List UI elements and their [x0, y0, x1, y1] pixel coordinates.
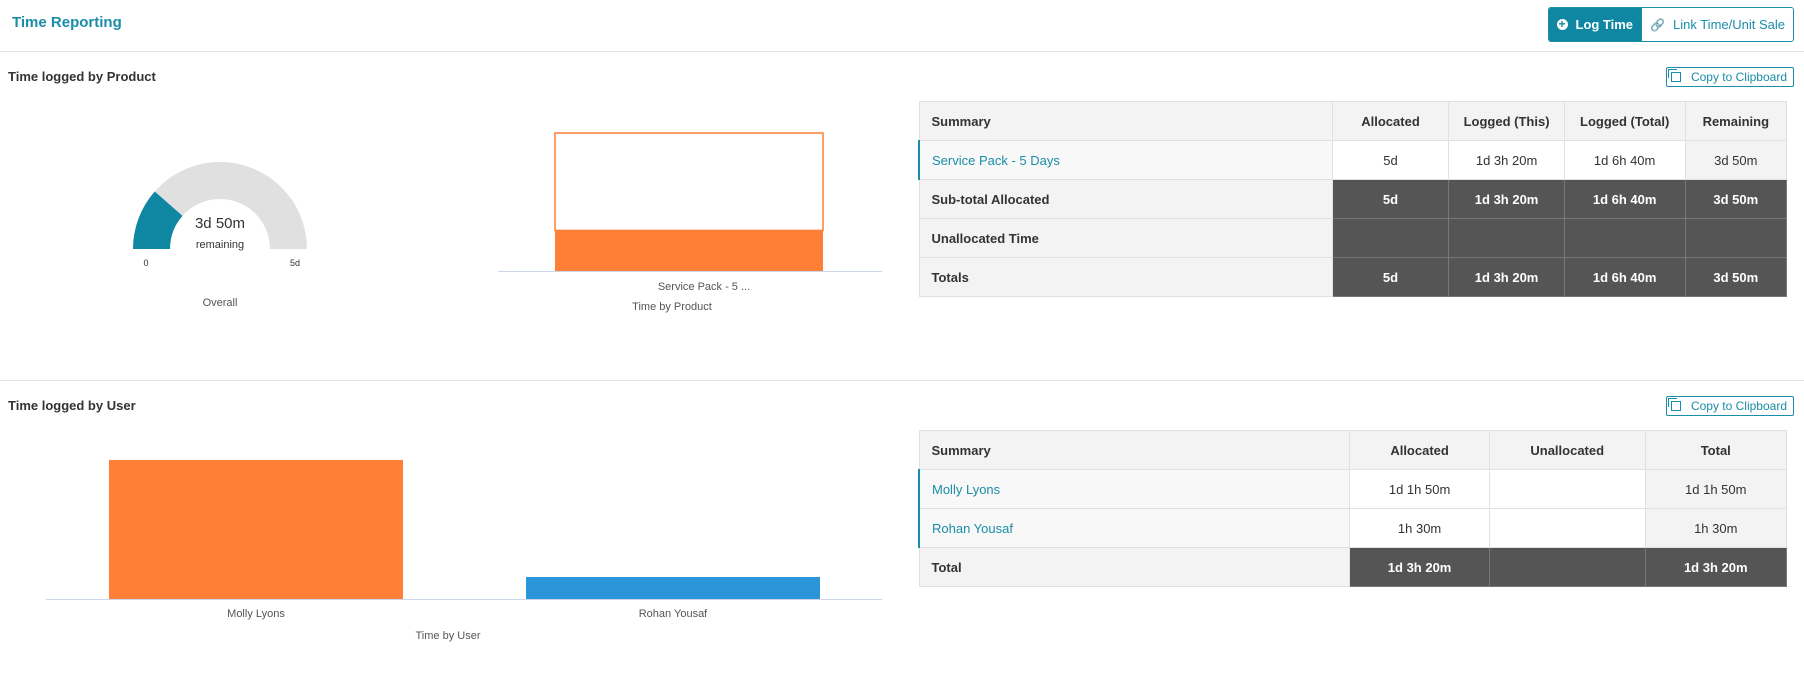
gauge-subtext: remaining — [196, 239, 244, 251]
section-divider — [0, 380, 1804, 381]
total-unallocated — [1488, 547, 1646, 587]
link-time-button[interactable]: 🔗 Link Time/Unit Sale — [1641, 8, 1793, 41]
total-total: 1d 3h 20m — [1644, 547, 1788, 587]
cell-allocated: 5d — [1331, 140, 1450, 180]
product-summary-table: Summary Allocated Logged (This) Logged (… — [917, 101, 1788, 297]
gauge-caption: Overall — [202, 297, 238, 309]
link-time-label: Link Time/Unit Sale — [1673, 17, 1785, 32]
x-tick-label: Service Pack - 5 ... — [658, 281, 750, 290]
total-row: Total 1d 3h 20m 1d 3h 20m — [918, 547, 1788, 587]
header-divider — [0, 51, 1804, 52]
col-unallocated: Unallocated — [1488, 430, 1646, 470]
cell-logged-total: 1d 6h 40m — [1563, 140, 1686, 180]
totals-row: Totals 5d 1d 3h 20m 1d 6h 40m 3d 50m — [918, 257, 1788, 297]
subtotal-remaining: 3d 50m — [1684, 179, 1788, 219]
col-allocated: Allocated — [1331, 101, 1450, 141]
cell-total: 1h 30m — [1644, 508, 1788, 548]
col-remaining: Remaining — [1684, 101, 1788, 141]
bar — [109, 460, 403, 599]
totals-label: Totals — [918, 257, 1333, 297]
copy-icon — [1667, 398, 1681, 411]
gauge-min-label: 0 — [143, 258, 148, 268]
user-section-title: Time logged by User — [8, 398, 136, 413]
user-bar-chart: Molly Lyons Rohan Yousaf — [46, 460, 882, 620]
unallocated-allocated — [1331, 218, 1450, 258]
totals-allocated: 5d — [1331, 257, 1450, 297]
table-row: Rohan Yousaf 1h 30m 1h 30m — [918, 508, 1788, 548]
product-section-title: Time logged by Product — [8, 69, 156, 84]
col-logged-this: Logged (This) — [1448, 101, 1565, 141]
user-copy-button[interactable]: Copy to Clipboard — [1665, 396, 1794, 416]
unallocated-remaining — [1684, 218, 1788, 258]
copy-icon — [1667, 69, 1681, 82]
gauge-track — [133, 162, 307, 249]
total-label: Total — [918, 547, 1351, 587]
totals-logged-total: 1d 6h 40m — [1563, 257, 1686, 297]
cell-allocated: 1h 30m — [1349, 508, 1490, 548]
link-icon: 🔗 — [1650, 17, 1665, 32]
subtotal-logged-this: 1d 3h 20m — [1448, 179, 1565, 219]
log-time-label: Log Time — [1575, 17, 1634, 32]
unallocated-row: Unallocated Time — [918, 218, 1788, 258]
subtotal-label: Sub-total Allocated — [918, 179, 1333, 219]
user-copy-label: Copy to Clipboard — [1690, 399, 1787, 413]
bar-segment-1 — [554, 132, 824, 232]
col-logged-total: Logged (Total) — [1563, 101, 1686, 141]
log-time-button[interactable]: + Log Time — [1548, 8, 1642, 41]
cell-unallocated — [1488, 508, 1646, 548]
gauge-max-label: 5d — [290, 258, 300, 268]
product-bar-chart: Service Pack - 5 ... — [498, 132, 882, 290]
unallocated-logged-total — [1563, 218, 1686, 258]
totals-remaining: 3d 50m — [1684, 257, 1788, 297]
col-total: Total — [1644, 430, 1788, 470]
header-actions: + Log Time 🔗 Link Time/Unit Sale — [1547, 7, 1794, 42]
bar-segment-0 — [555, 230, 823, 271]
product-chart-caption: Time by Product — [632, 301, 712, 313]
subtotal-allocated: 5d — [1331, 179, 1450, 219]
user-summary-table: Summary Allocated Unallocated Total Moll… — [918, 430, 1788, 587]
totals-logged-this: 1d 3h 20m — [1448, 257, 1565, 297]
x-tick-label: Molly Lyons — [227, 608, 285, 620]
cell-total: 1d 1h 50m — [1644, 469, 1788, 509]
cell-unallocated — [1488, 469, 1646, 509]
table-row: Molly Lyons 1d 1h 50m 1d 1h 50m — [918, 469, 1788, 509]
cell-logged-this: 1d 3h 20m — [1448, 140, 1565, 180]
cell-allocated: 1d 1h 50m — [1349, 469, 1490, 509]
unallocated-logged-this — [1448, 218, 1565, 258]
plus-circle-icon: + — [1556, 17, 1568, 31]
cell-remaining: 3d 50m — [1684, 140, 1788, 180]
col-summary: Summary — [918, 101, 1333, 141]
bar — [526, 577, 820, 599]
subtotal-row: Sub-total Allocated 5d 1d 3h 20m 1d 6h 4… — [918, 179, 1788, 219]
col-summary: Summary — [918, 430, 1351, 470]
unallocated-label: Unallocated Time — [918, 218, 1333, 258]
product-copy-label: Copy to Clipboard — [1690, 70, 1787, 84]
subtotal-logged-total: 1d 6h 40m — [1563, 179, 1686, 219]
gauge-fill — [133, 191, 183, 249]
user-link-rohan[interactable]: Rohan Yousaf — [918, 508, 1351, 548]
user-link-molly[interactable]: Molly Lyons — [918, 469, 1351, 509]
total-allocated: 1d 3h 20m — [1349, 547, 1490, 587]
product-link[interactable]: Service Pack - 5 Days — [917, 140, 1333, 180]
page-title: Time Reporting — [12, 14, 122, 31]
user-chart-caption: Time by User — [415, 630, 481, 642]
x-tick-label: Rohan Yousaf — [639, 608, 708, 620]
table-row: Service Pack - 5 Days 5d 1d 3h 20m 1d 6h… — [917, 140, 1788, 180]
overall-gauge: 3d 50m remaining 0 5d — [133, 162, 307, 268]
product-copy-button[interactable]: Copy to Clipboard — [1665, 67, 1794, 87]
col-allocated: Allocated — [1349, 430, 1490, 470]
gauge-value: 3d 50m — [195, 215, 245, 232]
